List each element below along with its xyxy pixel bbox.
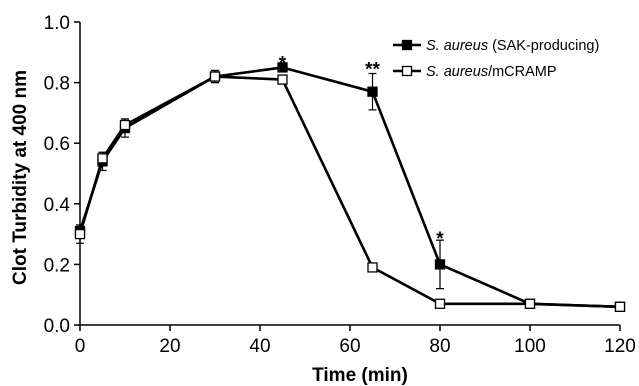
significance-marker: *	[436, 229, 444, 250]
series-line	[78, 75, 621, 309]
legend-marker	[401, 39, 413, 51]
data-point	[209, 71, 221, 82]
legend: S. aureus (SAK-producing) S. aureus/mCRAM…	[393, 38, 599, 80]
data-point	[434, 298, 446, 309]
data-point	[614, 301, 626, 312]
data-point	[119, 119, 131, 131]
data-point	[277, 62, 288, 73]
data-point	[74, 228, 86, 240]
series-2	[74, 69, 626, 312]
series-1	[74, 62, 626, 312]
legend-marker	[401, 65, 413, 77]
x-tick-label: 0	[75, 336, 86, 357]
x-axis-title: Time (min)	[312, 365, 408, 386]
x-tick-label: 100	[514, 336, 546, 357]
significance-marker: **	[365, 59, 380, 80]
series-layer	[74, 62, 626, 312]
significance-marker: *	[279, 53, 287, 74]
data-point	[277, 74, 288, 85]
data-point	[524, 298, 536, 309]
x-tick-label: 120	[604, 336, 636, 357]
legend-entry-2: S. aureus/mCRAMP	[393, 64, 557, 80]
legend-label: S. aureus/mCRAMP	[426, 64, 557, 80]
x-tick-label: 80	[429, 336, 450, 357]
series-line	[78, 66, 621, 309]
y-tick-label: 0.4	[44, 195, 71, 216]
data-point	[434, 259, 446, 270]
data-point	[97, 153, 108, 164]
legend-label: S. aureus (SAK-producing)	[426, 38, 599, 54]
y-tick-label: 0.6	[44, 134, 70, 155]
x-tick-label: 60	[339, 336, 360, 357]
axes: 0.0 0.2 0.4 0.6 0.8 1.0 0 20 40 60 80 100 120 Time (m…	[10, 13, 636, 386]
x-tick-label: 40	[249, 336, 270, 357]
legend-entry-1: S. aureus (SAK-producing)	[393, 38, 599, 54]
y-tick-label: 0.8	[44, 74, 70, 95]
data-point	[367, 262, 378, 273]
y-tick-label: 1.0	[44, 13, 70, 34]
y-axis-title: Clot Turbidity at 400 nm	[10, 70, 31, 285]
data-point	[367, 86, 378, 97]
x-tick-label: 20	[159, 336, 180, 357]
y-tick-label: 0.2	[44, 255, 70, 276]
annotations: * ***	[279, 53, 445, 250]
y-tick-label: 0.0	[44, 316, 70, 337]
